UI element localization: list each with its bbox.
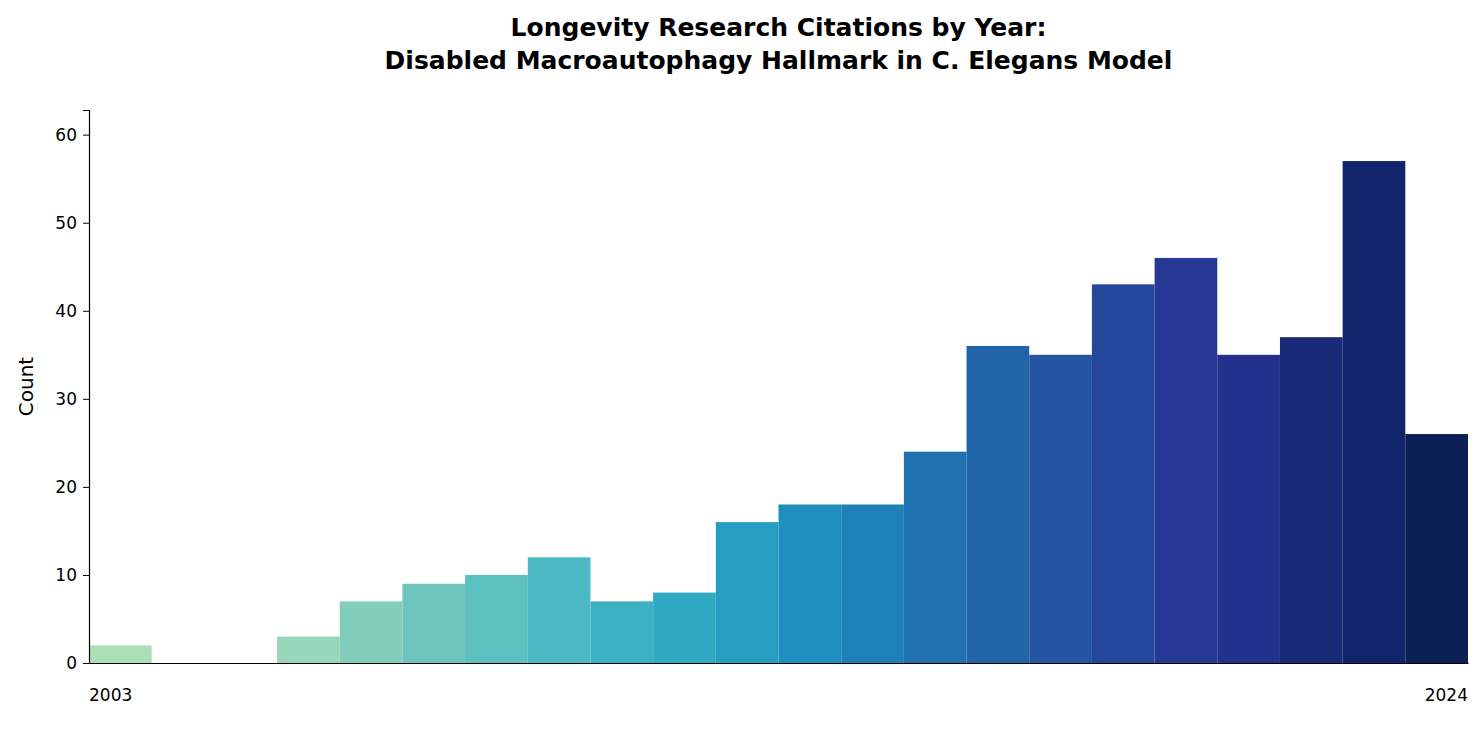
y-tick-mark (83, 663, 89, 664)
x-tick-label: 2003 (89, 685, 132, 705)
y-tick-mark (83, 487, 89, 488)
bar (89, 645, 152, 663)
y-tick-label: 0 (66, 653, 77, 673)
y-tick: 50 (55, 213, 89, 233)
y-tick-label: 50 (55, 213, 77, 233)
bar (653, 593, 716, 663)
bar (277, 637, 340, 663)
bar (1029, 355, 1092, 663)
y-tick-label: 30 (55, 389, 77, 409)
bar (779, 504, 842, 663)
bar (1405, 434, 1468, 663)
bar (841, 504, 904, 663)
bar (1217, 355, 1280, 663)
bars (89, 161, 1468, 663)
y-tick-label: 40 (55, 301, 77, 321)
y-tick-mark (83, 575, 89, 576)
bar (590, 601, 653, 663)
bar (1092, 284, 1155, 663)
title-line: Longevity Research Citations by Year: (511, 13, 1047, 42)
y-tick: 40 (55, 301, 89, 321)
bar (465, 575, 528, 663)
chart: Longevity Research Citations by Year: Dis… (0, 0, 1484, 733)
title: Longevity Research Citations by Year: Dis… (385, 13, 1173, 75)
title-line: Disabled Macroautophagy Hallmark in C. E… (385, 46, 1173, 75)
bar (1280, 337, 1343, 663)
y-tick-mark (83, 135, 89, 136)
y-tick-mark (83, 223, 89, 224)
y-tick: 60 (55, 125, 89, 145)
y-axis-line (83, 111, 90, 664)
bar (1155, 258, 1218, 663)
bar (967, 346, 1030, 663)
x-tick: 2024 (1425, 685, 1468, 705)
bar (1343, 161, 1406, 663)
x-axis-line (90, 663, 1469, 664)
y-tick: 0 (66, 653, 89, 673)
y-tick: 10 (55, 565, 89, 585)
y-tick-label: 10 (55, 565, 77, 585)
bar (716, 522, 779, 663)
bar (340, 601, 403, 663)
bar (528, 557, 591, 663)
y-tick-mark (83, 399, 89, 400)
plot: 0 10 20 30 40 50 60 2003 2024 (55, 111, 1468, 706)
x-tick-label: 2024 (1425, 685, 1468, 705)
y-tick-label: 60 (55, 125, 77, 145)
x-tick: 2003 (89, 685, 132, 705)
y-tick: 20 (55, 477, 89, 497)
bar (904, 452, 967, 663)
y-tick: 30 (55, 389, 89, 409)
y-tick-mark (83, 311, 89, 312)
x-axis: 2003 2024 (89, 664, 1469, 706)
y-axis: 0 10 20 30 40 50 60 (55, 111, 89, 673)
y-axis-title: Count (14, 357, 38, 417)
y-tick-label: 20 (55, 477, 77, 497)
bar (402, 584, 465, 663)
